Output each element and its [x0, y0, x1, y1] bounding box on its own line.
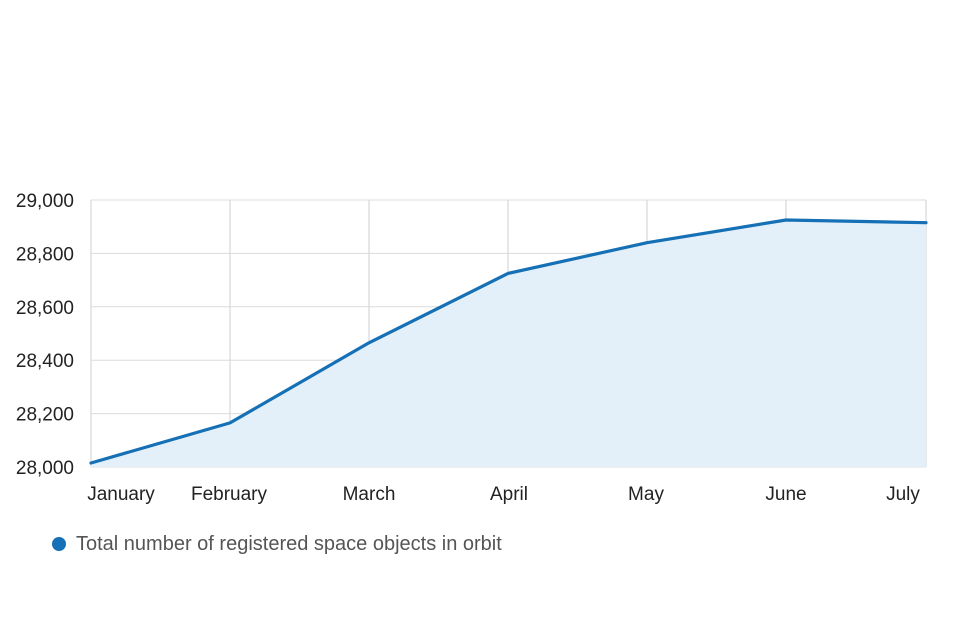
- y-tick-label: 28,800: [16, 244, 74, 265]
- x-axis-ticks: January February March April May June July: [87, 484, 920, 505]
- x-tick-label: April: [490, 484, 528, 505]
- x-tick-label: June: [765, 484, 806, 505]
- x-tick-label: March: [343, 484, 396, 505]
- y-tick-label: 28,200: [16, 405, 74, 426]
- legend-label: Total number of registered space objects…: [76, 533, 502, 555]
- x-tick-label: July: [886, 484, 920, 505]
- legend: Total number of registered space objects…: [52, 531, 502, 557]
- x-tick-label: January: [87, 484, 155, 505]
- line-layer: [89, 218, 928, 465]
- y-tick-label: 28,400: [16, 351, 74, 372]
- area-layer: [91, 220, 926, 467]
- y-axis-ticks: 28,000 28,200 28,400 28,600 28,800 29,000: [16, 191, 74, 479]
- y-tick-label: 29,000: [16, 191, 74, 212]
- y-tick-label: 28,600: [16, 298, 74, 319]
- x-tick-label: February: [191, 484, 268, 505]
- area-fill: [91, 220, 926, 467]
- x-tick-label: May: [628, 484, 664, 505]
- y-tick-label: 28,000: [16, 458, 74, 479]
- legend-marker: [52, 537, 66, 551]
- series-line: [89, 218, 928, 465]
